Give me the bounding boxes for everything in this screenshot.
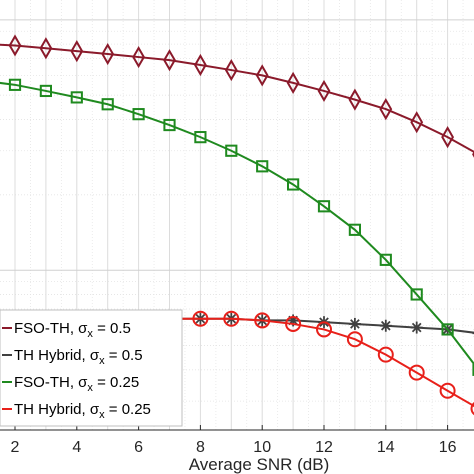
- series-3: [0, 78, 474, 376]
- data-point-circle: [408, 364, 425, 381]
- x-tick-label: 10: [253, 439, 271, 456]
- data-point-square: [8, 78, 22, 91]
- data-point-diamond: [8, 34, 22, 57]
- data-point-diamond: [441, 126, 455, 149]
- data-point-diamond: [132, 45, 146, 69]
- data-point-square: [441, 323, 454, 336]
- data-point-square: [256, 160, 269, 173]
- data-point-square: [348, 223, 361, 236]
- legend-label: FSO-TH, σx = 0.25: [14, 374, 139, 394]
- data-point-square: [194, 131, 207, 144]
- x-tick-label: 16: [439, 439, 457, 456]
- data-point-square: [287, 178, 300, 191]
- data-point-square: [410, 288, 423, 301]
- data-point-diamond: [163, 49, 176, 72]
- data-point-diamond: [193, 53, 207, 77]
- data-point-diamond: [379, 97, 393, 121]
- legend-label: TH Hybrid, σx = 0.5: [14, 347, 143, 367]
- data-point-square: [225, 144, 238, 157]
- data-point-circle: [192, 310, 209, 327]
- legend-label: FSO-TH, σx = 0.5: [14, 320, 131, 340]
- x-axis-title: Average SNR (dB): [189, 455, 329, 474]
- series-1: [0, 34, 474, 158]
- data-point-square: [101, 98, 114, 111]
- legend-item: TH Hybrid, σx = 0.25: [2, 401, 151, 421]
- data-point-asterisk: [379, 319, 392, 332]
- data-point-circle: [377, 346, 394, 363]
- x-tick-label: 8: [196, 439, 205, 456]
- data-point-circle: [439, 382, 456, 399]
- data-point-diamond: [39, 37, 53, 60]
- data-point-circle: [285, 315, 302, 332]
- data-point-asterisk: [348, 317, 361, 330]
- data-point-circle: [223, 310, 240, 327]
- data-point-circle: [254, 312, 271, 329]
- data-point-circle: [346, 331, 363, 348]
- data-point-diamond: [410, 111, 424, 134]
- x-tick-label: 12: [315, 439, 333, 456]
- data-point-diamond: [70, 40, 84, 63]
- legend-label: TH Hybrid, σx = 0.25: [14, 401, 151, 421]
- data-point-square: [472, 363, 474, 376]
- x-tick-label: 6: [134, 439, 143, 456]
- legend-item: FSO-TH, σx = 0.25: [2, 374, 139, 394]
- data-point-diamond: [317, 79, 331, 103]
- data-point-diamond: [255, 64, 269, 87]
- data-point-square: [317, 200, 331, 213]
- data-point-square: [379, 253, 392, 266]
- legend-item: TH Hybrid, σx = 0.5: [2, 347, 143, 367]
- legend-item: FSO-TH, σx = 0.5: [2, 320, 131, 340]
- data-point-square: [70, 91, 83, 104]
- data-point-diamond: [224, 58, 238, 82]
- data-point-diamond: [348, 88, 362, 111]
- data-point-square: [163, 118, 176, 132]
- data-point-diamond: [101, 42, 115, 66]
- data-point-circle: [470, 401, 474, 416]
- series-line: [0, 43, 474, 154]
- data-point-circle: [316, 321, 332, 338]
- data-point-asterisk: [410, 321, 423, 334]
- legend: FSO-TH, σx = 0.5 TH Hybrid, σx = 0.5 FSO-T…: [0, 309, 183, 427]
- x-tick-label: 2: [11, 439, 20, 456]
- data-point-square: [39, 84, 52, 98]
- legend-box: [0, 309, 183, 427]
- major-grid: [0, 0, 474, 430]
- data-point-square: [132, 108, 145, 121]
- series-line: [0, 81, 474, 366]
- x-tick-label: 14: [377, 439, 395, 456]
- data-point-diamond: [286, 71, 300, 94]
- x-axis-ticks: 2 4 6 8 10 12 14 16: [11, 425, 457, 456]
- x-tick-label: 4: [72, 439, 81, 456]
